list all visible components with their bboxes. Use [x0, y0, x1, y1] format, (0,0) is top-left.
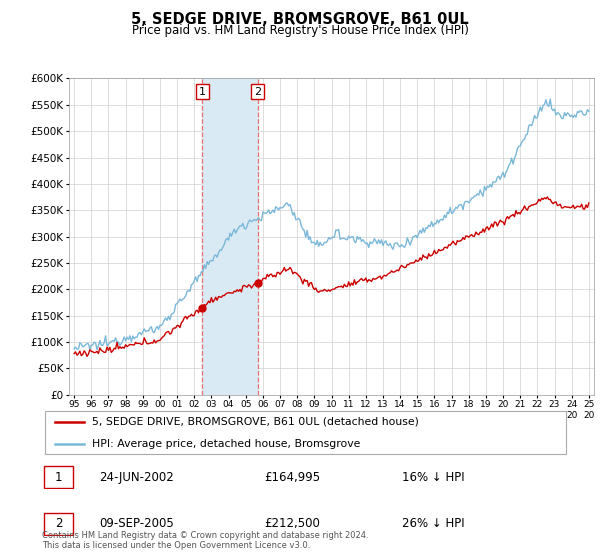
Text: 26% ↓ HPI: 26% ↓ HPI [402, 517, 464, 530]
Bar [202, 78, 257, 395]
Text: Contains HM Land Registry data © Crown copyright and database right 2024.
This d: Contains HM Land Registry data © Crown c… [42, 530, 368, 550]
Text: 16% ↓ HPI: 16% ↓ HPI [402, 470, 464, 484]
Text: 2: 2 [254, 87, 261, 96]
Text: £212,500: £212,500 [264, 517, 320, 530]
FancyBboxPatch shape [44, 466, 73, 488]
Text: 24-JUN-2002: 24-JUN-2002 [99, 470, 174, 484]
Text: 5, SEDGE DRIVE, BROMSGROVE, B61 0UL (detached house): 5, SEDGE DRIVE, BROMSGROVE, B61 0UL (det… [92, 417, 419, 427]
Text: Price paid vs. HM Land Registry's House Price Index (HPI): Price paid vs. HM Land Registry's House … [131, 24, 469, 36]
Text: HPI: Average price, detached house, Bromsgrove: HPI: Average price, detached house, Brom… [92, 438, 361, 449]
Text: 5, SEDGE DRIVE, BROMSGROVE, B61 0UL: 5, SEDGE DRIVE, BROMSGROVE, B61 0UL [131, 12, 469, 27]
FancyBboxPatch shape [44, 410, 566, 455]
Text: £164,995: £164,995 [264, 470, 320, 484]
Text: 1: 1 [199, 87, 206, 96]
Text: 2: 2 [55, 517, 62, 530]
Text: 09-SEP-2005: 09-SEP-2005 [99, 517, 174, 530]
FancyBboxPatch shape [44, 512, 73, 535]
Text: 1: 1 [55, 470, 62, 484]
